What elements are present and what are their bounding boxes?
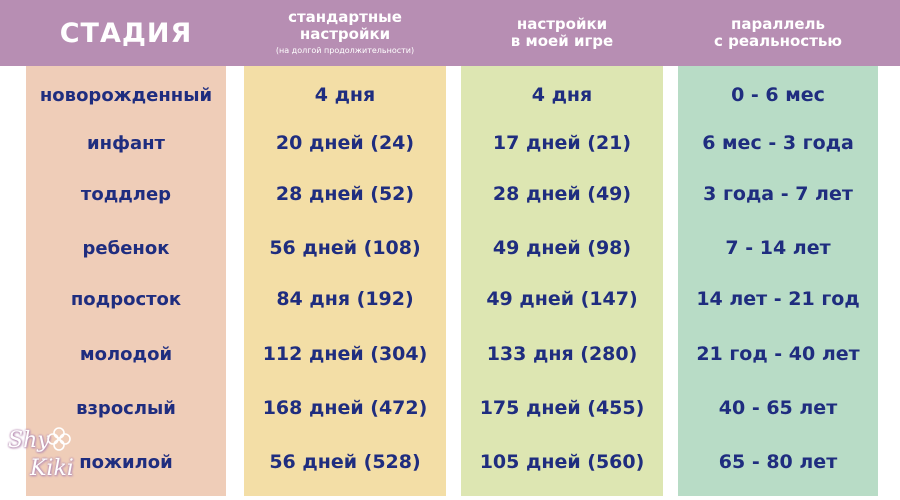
stage-cell: пожилой [79, 451, 173, 473]
standard-cell: 112 дней (304) [262, 343, 428, 365]
real-cell: 3 года - 7 лет [703, 183, 853, 205]
mine-cell: 105 дней (560) [479, 451, 645, 473]
stage-cell: инфант [87, 132, 165, 154]
stage-cell: молодой [79, 343, 173, 365]
mine-cell: 175 дней (455) [479, 397, 645, 419]
header-real-line2: с реальностью [714, 32, 842, 50]
watermark-line2: Kiki [30, 456, 74, 481]
header-standard: стандартные настройки (на долгой продолж… [244, 0, 446, 66]
mine-cell: 49 дней (98) [492, 237, 632, 259]
standard-cell: 168 дней (472) [262, 397, 428, 419]
watermark: Shy Kiki [4, 426, 74, 496]
mine-cell: 28 дней (49) [492, 183, 632, 205]
clover-icon [47, 427, 71, 451]
header-stage: СТАДИЯ [26, 0, 226, 66]
real-cell: 6 мес - 3 года [702, 132, 854, 154]
standard-cell: 20 дней (24) [275, 132, 415, 154]
column-standard: 4 дня 20 дней (24) 28 дней (52) 56 дней … [244, 66, 446, 496]
stage-cell: ребенок [82, 237, 170, 259]
standard-cell: 28 дней (52) [275, 183, 415, 205]
standard-cell: 84 дня (192) [276, 288, 414, 310]
mine-cell: 4 дня [531, 84, 593, 106]
stage-cell: взрослый [76, 397, 176, 419]
real-cell: 7 - 14 лет [725, 237, 831, 259]
mine-cell: 133 дня (280) [486, 343, 638, 365]
header-real: параллель с реальностью [678, 0, 878, 66]
standard-cell: 56 дней (528) [269, 451, 421, 473]
watermark-line1: Shy [8, 428, 50, 453]
real-cell: 14 лет - 21 год [696, 288, 860, 310]
mine-cell: 49 дней (147) [486, 288, 638, 310]
column-real: 0 - 6 мес 6 мес - 3 года 3 года - 7 лет … [678, 66, 878, 496]
real-cell: 40 - 65 лет [718, 397, 838, 419]
header-standard-line2: настройки [299, 25, 391, 43]
header-standard-note: (на долгой продолжительности) [275, 46, 415, 55]
header-stage-label: СТАДИЯ [59, 17, 193, 49]
table-header: СТАДИЯ стандартные настройки (на долгой … [0, 0, 900, 66]
stage-cell: тоддлер [80, 183, 172, 205]
column-stage: новорожденный инфант тоддлер ребенок под… [26, 66, 226, 496]
header-mine-line1: настройки [516, 15, 608, 33]
real-cell: 65 - 80 лет [718, 451, 838, 473]
stage-cell: новорожденный [39, 84, 213, 106]
real-cell: 21 год - 40 лет [696, 343, 860, 365]
header-real-line1: параллель [731, 15, 825, 33]
mine-cell: 17 дней (21) [492, 132, 632, 154]
column-mine: 4 дня 17 дней (21) 28 дней (49) 49 дней … [461, 66, 663, 496]
header-standard-line1: стандартные [288, 8, 402, 26]
standard-cell: 4 дня [314, 84, 376, 106]
stage-cell: подросток [70, 288, 182, 310]
header-mine-line2: в моей игре [510, 32, 614, 50]
real-cell: 0 - 6 мес [731, 84, 825, 106]
standard-cell: 56 дней (108) [269, 237, 421, 259]
header-mine: настройки в моей игре [461, 0, 663, 66]
